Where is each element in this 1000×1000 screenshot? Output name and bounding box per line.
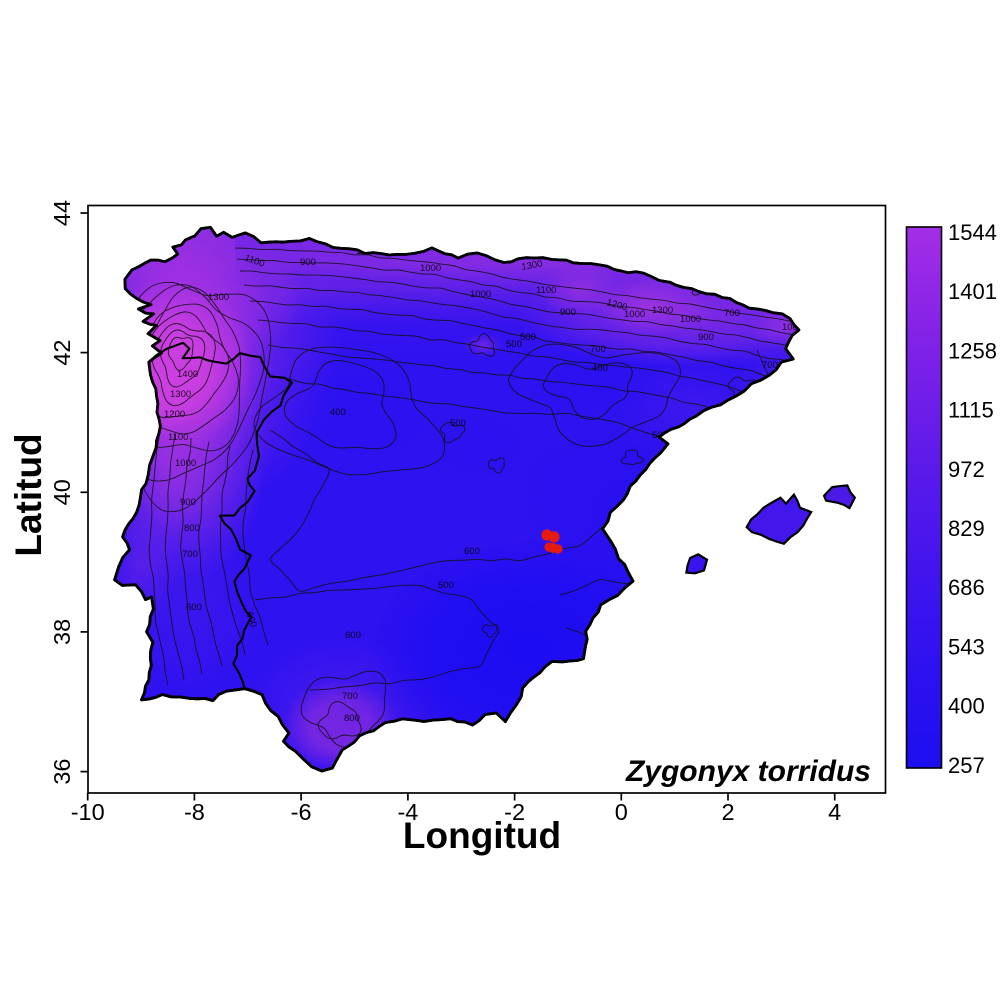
svg-text:1000: 1000 <box>470 289 491 300</box>
svg-text:1000: 1000 <box>420 263 441 274</box>
svg-text:1300: 1300 <box>652 305 673 316</box>
svg-text:1401: 1401 <box>948 279 997 304</box>
svg-text:38: 38 <box>49 619 75 645</box>
svg-text:257: 257 <box>948 753 985 778</box>
svg-text:686: 686 <box>948 575 985 600</box>
svg-text:1000: 1000 <box>175 458 196 469</box>
svg-text:42: 42 <box>49 340 75 366</box>
svg-text:0: 0 <box>615 799 628 825</box>
svg-text:Longitud: Longitud <box>403 815 561 856</box>
svg-text:600: 600 <box>345 630 361 641</box>
svg-text:1100: 1100 <box>168 432 188 443</box>
svg-text:-6: -6 <box>291 799 312 825</box>
svg-text:1000: 1000 <box>680 314 701 325</box>
svg-text:700: 700 <box>590 344 606 355</box>
svg-text:1300: 1300 <box>208 292 229 303</box>
svg-text:Zygonyx torridus: Zygonyx torridus <box>625 755 871 788</box>
svg-text:-8: -8 <box>184 799 205 825</box>
svg-text:972: 972 <box>948 457 985 482</box>
svg-text:700: 700 <box>182 549 198 560</box>
svg-text:36: 36 <box>49 759 75 785</box>
svg-text:900: 900 <box>180 497 196 508</box>
svg-text:400: 400 <box>330 407 346 418</box>
svg-text:700: 700 <box>724 308 740 319</box>
svg-text:800: 800 <box>184 523 200 534</box>
svg-text:-2: -2 <box>504 799 525 825</box>
svg-text:900: 900 <box>300 257 316 268</box>
svg-text:-10: -10 <box>71 799 105 825</box>
svg-text:1100: 1100 <box>536 285 556 296</box>
svg-text:543: 543 <box>948 634 985 659</box>
svg-text:1200: 1200 <box>164 409 185 420</box>
svg-text:500: 500 <box>506 339 522 350</box>
svg-text:900: 900 <box>560 307 576 318</box>
svg-text:44: 44 <box>49 200 75 226</box>
svg-text:1000: 1000 <box>624 309 645 320</box>
svg-text:700: 700 <box>342 691 358 702</box>
svg-text:400: 400 <box>592 363 608 374</box>
svg-text:40: 40 <box>49 479 75 505</box>
svg-text:829: 829 <box>948 516 985 541</box>
svg-text:1258: 1258 <box>948 338 997 363</box>
svg-text:1000: 1000 <box>782 322 803 333</box>
svg-text:500: 500 <box>438 580 454 591</box>
svg-text:400: 400 <box>948 694 985 719</box>
svg-text:800: 800 <box>344 713 360 724</box>
svg-text:1300: 1300 <box>521 258 544 273</box>
svg-text:1200: 1200 <box>605 297 628 313</box>
svg-text:-4: -4 <box>397 799 418 825</box>
svg-text:Latitud: Latitud <box>8 433 49 556</box>
svg-text:1400: 1400 <box>177 369 198 380</box>
svg-text:600: 600 <box>186 602 202 613</box>
svg-text:900: 900 <box>698 332 714 343</box>
svg-text:1300: 1300 <box>170 389 191 400</box>
svg-text:1544: 1544 <box>948 220 997 245</box>
svg-text:500: 500 <box>520 332 536 343</box>
svg-text:600: 600 <box>464 546 480 557</box>
svg-text:1115: 1115 <box>948 398 994 423</box>
svg-text:500: 500 <box>450 418 466 429</box>
svg-text:4: 4 <box>828 799 841 825</box>
svg-text:900: 900 <box>799 330 817 344</box>
svg-text:2: 2 <box>721 799 734 825</box>
svg-text:700: 700 <box>762 360 778 371</box>
